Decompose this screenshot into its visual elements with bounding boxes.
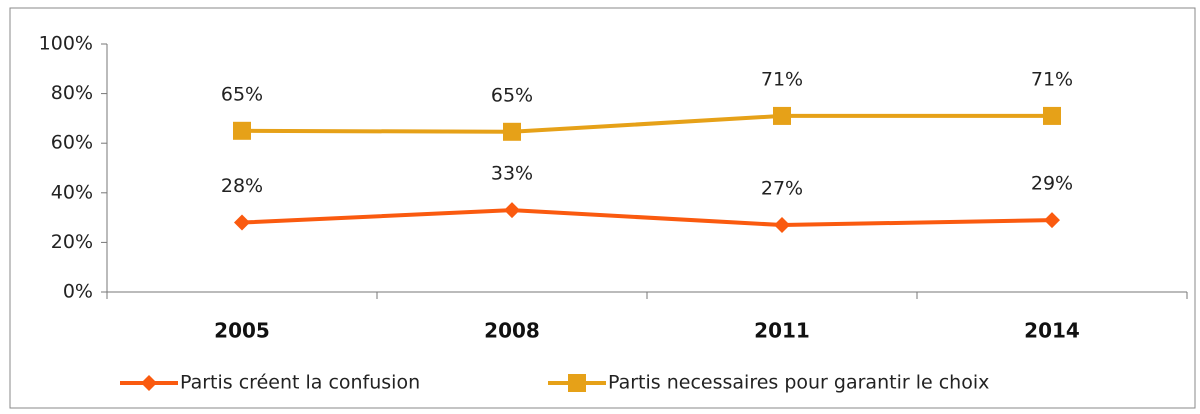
line [241,113,1052,134]
data-label: 27% [761,178,803,200]
marker [773,106,791,125]
x-tick-label: 2014 [1024,319,1080,343]
data-label: 71% [1031,68,1073,90]
y-tick-label: 40% [51,181,93,203]
marker [233,121,251,140]
marker [568,374,586,392]
x-tick-label: 2011 [754,319,810,343]
marker [774,217,790,234]
data-label: 33% [491,163,533,185]
marker [1043,106,1061,125]
x-tick-label: 2005 [214,319,270,343]
y-tick-label: 20% [51,231,93,253]
data-label: 71% [761,68,803,90]
data-label: 28% [221,175,263,197]
y-tick-label: 0% [63,281,93,303]
chart-frame [9,7,1196,409]
data-label: 65% [491,84,533,106]
marker [503,122,521,141]
legend-label: Partis créent la confusion [180,372,420,394]
marker [1044,212,1060,229]
data-label: 29% [1031,173,1073,195]
y-tick-label: 60% [51,132,93,154]
line [241,208,1053,228]
marker [234,214,250,231]
marker [504,202,520,219]
data-label: 65% [221,83,263,105]
x-tick-label: 2008 [484,319,540,343]
marker [141,375,157,391]
legend-label: Partis necessaires pour garantir le choi… [608,372,989,394]
y-tick-label: 80% [51,82,93,104]
y-tick-label: 100% [39,33,93,55]
